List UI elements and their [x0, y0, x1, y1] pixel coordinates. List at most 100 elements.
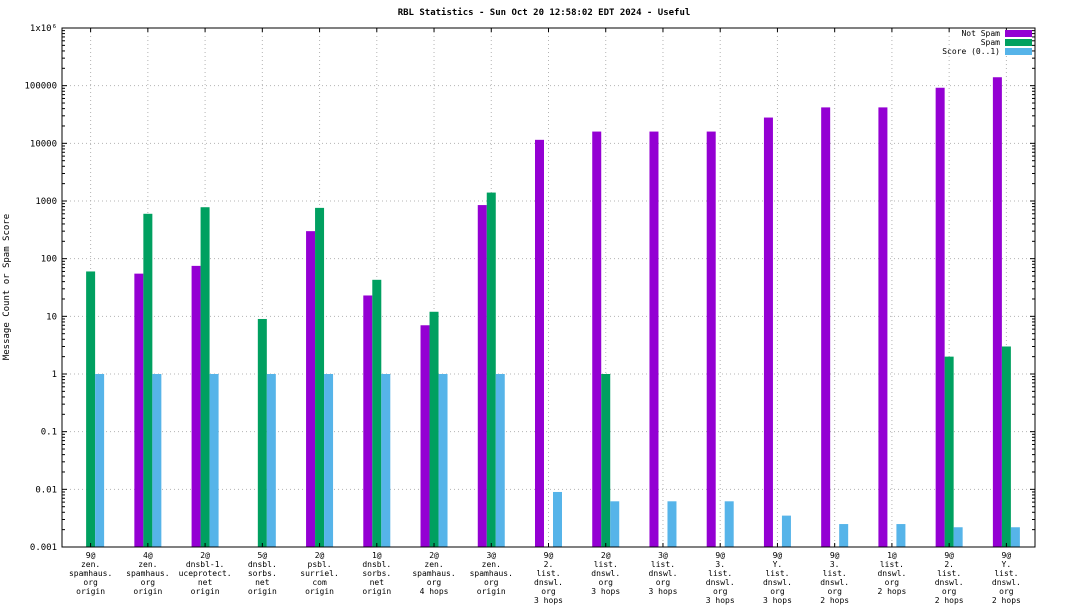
x-category-label: dnswl.	[706, 578, 735, 587]
bar-score-0-1-	[953, 527, 963, 547]
x-category-label: origin	[305, 587, 334, 596]
x-category-label: origin	[133, 587, 162, 596]
bar-not-spam	[821, 107, 831, 547]
bar-spam	[601, 374, 611, 547]
x-category-label: dnswl.	[935, 578, 964, 587]
x-category-label: 3 hops	[591, 587, 620, 596]
bar-score-0-1-	[781, 515, 791, 547]
bar-score-0-1-	[266, 374, 276, 547]
x-category-label: zen.	[138, 560, 157, 569]
bar-not-spam	[477, 205, 487, 547]
bar-score-0-1-	[896, 524, 906, 547]
x-category-label: 9@	[86, 551, 96, 560]
x-category-label: org	[713, 587, 728, 596]
bar-not-spam	[592, 131, 602, 547]
y-tick-label: 10	[46, 312, 57, 322]
x-category-label: org	[999, 587, 1014, 596]
bar-score-0-1-	[495, 374, 505, 547]
x-category-label: origin	[477, 587, 506, 596]
x-category-label: org	[541, 587, 556, 596]
x-category-label: 2@	[315, 551, 325, 560]
bar-not-spam	[763, 117, 773, 548]
x-category-label: spamhaus.	[470, 569, 513, 578]
x-category-label: org	[827, 587, 842, 596]
y-tick-label: 1	[52, 370, 57, 380]
x-category-label: list.	[765, 569, 789, 578]
x-category-label: dnsbl-1.	[186, 560, 225, 569]
x-category-label: 9@	[830, 551, 840, 560]
x-category-label: origin	[76, 587, 105, 596]
x-category-label: 3 hops	[763, 596, 792, 605]
x-category-label: dnswl.	[591, 569, 620, 578]
x-category-label: 1@	[887, 551, 897, 560]
x-category-label: zen.	[81, 560, 100, 569]
x-category-label: 1@	[372, 551, 382, 560]
bar-spam	[143, 213, 153, 547]
bar-score-0-1-	[667, 501, 677, 547]
x-category-label: 3.	[715, 560, 725, 569]
x-category-label: net	[370, 578, 385, 587]
x-category-label: 9@	[773, 551, 783, 560]
x-category-label: org	[484, 578, 499, 587]
x-category-label: origin	[191, 587, 220, 596]
x-category-label: list.	[594, 560, 618, 569]
x-category-label: 3@	[486, 551, 496, 560]
x-category-label: dnswl.	[992, 578, 1021, 587]
x-category-label: org	[599, 578, 614, 587]
x-category-label: Y.	[773, 560, 783, 569]
bar-not-spam	[992, 77, 1002, 547]
x-category-label: spamhaus.	[412, 569, 455, 578]
x-category-label: 5@	[258, 551, 268, 560]
x-category-label: 3.	[830, 560, 840, 569]
bar-spam	[315, 207, 325, 547]
x-category-label: list.	[994, 569, 1018, 578]
x-category-label: dnswl.	[534, 578, 563, 587]
bar-score-0-1-	[839, 524, 849, 547]
bar-not-spam	[649, 131, 659, 547]
x-category-label: 2@	[601, 551, 611, 560]
bar-spam	[372, 279, 382, 547]
chart-title: RBL Statistics - Sun Oct 20 12:58:02 EDT…	[397, 8, 691, 18]
legend-label: Spam	[981, 38, 1000, 47]
x-category-label: list.	[880, 560, 904, 569]
x-category-label: sorbs.	[362, 569, 391, 578]
legend-label: Not Spam	[961, 29, 1000, 38]
x-category-label: spamhaus.	[69, 569, 112, 578]
x-category-label: spamhaus.	[126, 569, 169, 578]
x-category-label: 4 hops	[420, 587, 449, 596]
x-category-label: 9@	[715, 551, 725, 560]
bar-spam	[257, 318, 267, 547]
x-category-label: uceprotect.	[179, 569, 232, 578]
x-category-label: 2 hops	[877, 587, 906, 596]
y-tick-label: 0.001	[30, 543, 57, 553]
bar-score-0-1-	[324, 374, 334, 547]
bar-score-0-1-	[209, 374, 219, 547]
bar-not-spam	[706, 131, 716, 547]
bar-score-0-1-	[1010, 527, 1020, 547]
bar-spam	[200, 207, 210, 548]
x-category-label: org	[770, 587, 785, 596]
x-category-label: 3 hops	[534, 596, 563, 605]
bar-not-spam	[878, 107, 888, 547]
x-category-label: org	[656, 578, 671, 587]
bar-not-spam	[935, 87, 945, 547]
x-category-label: 3 hops	[706, 596, 735, 605]
x-category-label: sorbs.	[248, 569, 277, 578]
bar-not-spam	[535, 139, 544, 548]
x-category-label: 2.	[544, 560, 554, 569]
y-tick-label: 0.1	[41, 428, 57, 438]
x-category-label: zen.	[482, 560, 501, 569]
legend-swatch	[1005, 39, 1032, 46]
legend-label: Score (0..1)	[942, 47, 1000, 56]
bar-spam	[429, 311, 439, 547]
x-category-label: org	[83, 578, 98, 587]
bar-not-spam	[134, 273, 144, 547]
x-category-label: net	[198, 578, 213, 587]
bar-not-spam	[191, 265, 201, 547]
x-category-label: 2 hops	[935, 596, 964, 605]
bar-score-0-1-	[724, 501, 734, 547]
bar-spam	[1001, 346, 1011, 547]
x-category-label: Y.	[1002, 560, 1012, 569]
x-category-label: list.	[937, 569, 961, 578]
